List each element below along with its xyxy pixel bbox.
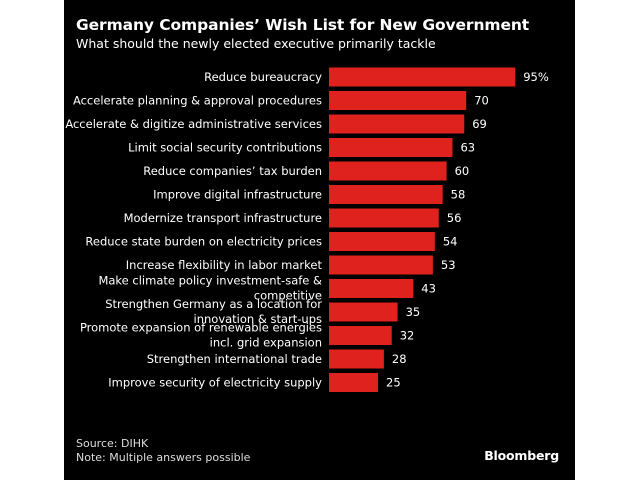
value-label: 32: [400, 329, 415, 343]
category-label: Improve digital infrastructure: [153, 188, 322, 202]
bar: [329, 185, 443, 204]
category-label: Promote expansion of renewable energies: [80, 321, 322, 335]
category-label: Increase flexibility in labor market: [126, 258, 323, 272]
value-label: 58: [451, 188, 466, 202]
category-label: Accelerate & digitize administrative ser…: [65, 117, 322, 131]
bar: [329, 373, 378, 392]
chart-title: Germany Companies’ Wish List for New Gov…: [76, 16, 530, 34]
value-label: 63: [460, 141, 475, 155]
value-label: 95%: [523, 70, 549, 84]
category-label: Strengthen international trade: [147, 352, 322, 366]
source-note: Source: DIHK: [76, 437, 149, 450]
bloomberg-logo: Bloomberg: [484, 448, 559, 463]
bar: [329, 255, 433, 275]
value-label: 53: [441, 258, 456, 272]
category-label: Limit social security contributions: [128, 141, 322, 155]
value-label: 28: [392, 352, 407, 366]
bar-chart: 95% Reduce bureaucracy 70 Accelerate planni…: [65, 67, 549, 392]
value-label: 60: [455, 164, 470, 178]
category-label: Modernize transport infrastructure: [124, 211, 322, 225]
bar: [329, 138, 453, 157]
category-label: competitive: [254, 289, 322, 303]
footnote: Note: Multiple answers possible: [76, 451, 251, 464]
value-label: 54: [443, 235, 458, 249]
bar: [329, 326, 392, 345]
category-label: Reduce bureaucracy: [204, 70, 322, 84]
category-label: Reduce state burden on electricity price…: [85, 235, 322, 249]
bar: [329, 349, 384, 369]
bar: [329, 208, 439, 228]
value-label: 25: [386, 376, 401, 390]
category-label: Make climate policy investment-safe &: [98, 274, 322, 288]
bar: [329, 302, 398, 322]
bar: [329, 91, 467, 110]
value-label: 70: [474, 94, 489, 108]
chart-subtitle: What should the newly elected executive …: [76, 36, 436, 51]
chart-panel: Germany Companies’ Wish List for New Gov…: [64, 0, 575, 480]
bar: [329, 232, 435, 251]
category-label: Accelerate planning & approval procedure…: [73, 94, 322, 108]
bar: [329, 67, 516, 87]
bar: [329, 114, 465, 134]
category-label: Reduce companies’ tax burden: [143, 164, 322, 178]
category-label: innovation & start-ups: [194, 312, 322, 326]
bar: [329, 279, 414, 298]
category-label: incl. grid expansion: [210, 336, 322, 350]
bar: [329, 161, 447, 181]
value-label: 69: [472, 117, 487, 131]
category-label: Improve security of electricity supply: [108, 376, 322, 390]
value-label: 43: [421, 282, 436, 296]
value-label: 56: [447, 211, 462, 225]
value-label: 35: [406, 305, 421, 319]
category-label: Strengthen Germany as a location for: [105, 297, 322, 311]
